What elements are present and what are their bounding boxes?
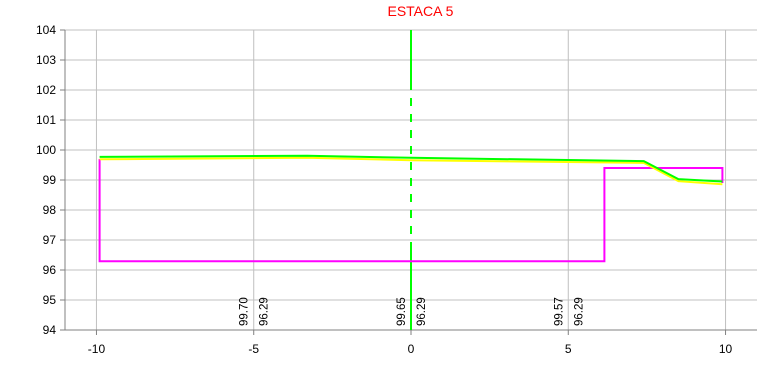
elevation-label: 99.57 [553,297,565,326]
y-tick-label: 101 [36,113,56,127]
y-tick-label: 98 [43,203,57,217]
chart-title: ESTACA 5 [387,3,453,19]
series-line [98,159,724,263]
y-tick-label: 104 [36,23,56,37]
x-tick-label: -5 [248,342,259,356]
y-tick-label: 95 [43,293,57,307]
elevation-label: 99.70 [239,297,251,326]
y-tick-label: 94 [43,323,57,337]
x-tick-label: 5 [565,342,572,356]
elevation-label: 96.29 [416,297,428,326]
y-tick-label: 103 [36,53,56,67]
y-tick-label: 96 [43,263,57,277]
series-line [99,154,723,183]
elevation-label: 96.29 [259,297,271,326]
elevation-label: 96.29 [573,297,585,326]
y-tick-label: 100 [36,143,56,157]
series-line [99,156,723,186]
x-tick-label: -10 [88,342,106,356]
x-tick-label: 0 [408,342,415,356]
y-tick-label: 102 [36,83,56,97]
x-tick-label: 10 [719,342,733,356]
y-tick-label: 99 [43,173,57,187]
y-tick-label: 97 [43,233,57,247]
elevation-label: 99.65 [396,297,408,326]
